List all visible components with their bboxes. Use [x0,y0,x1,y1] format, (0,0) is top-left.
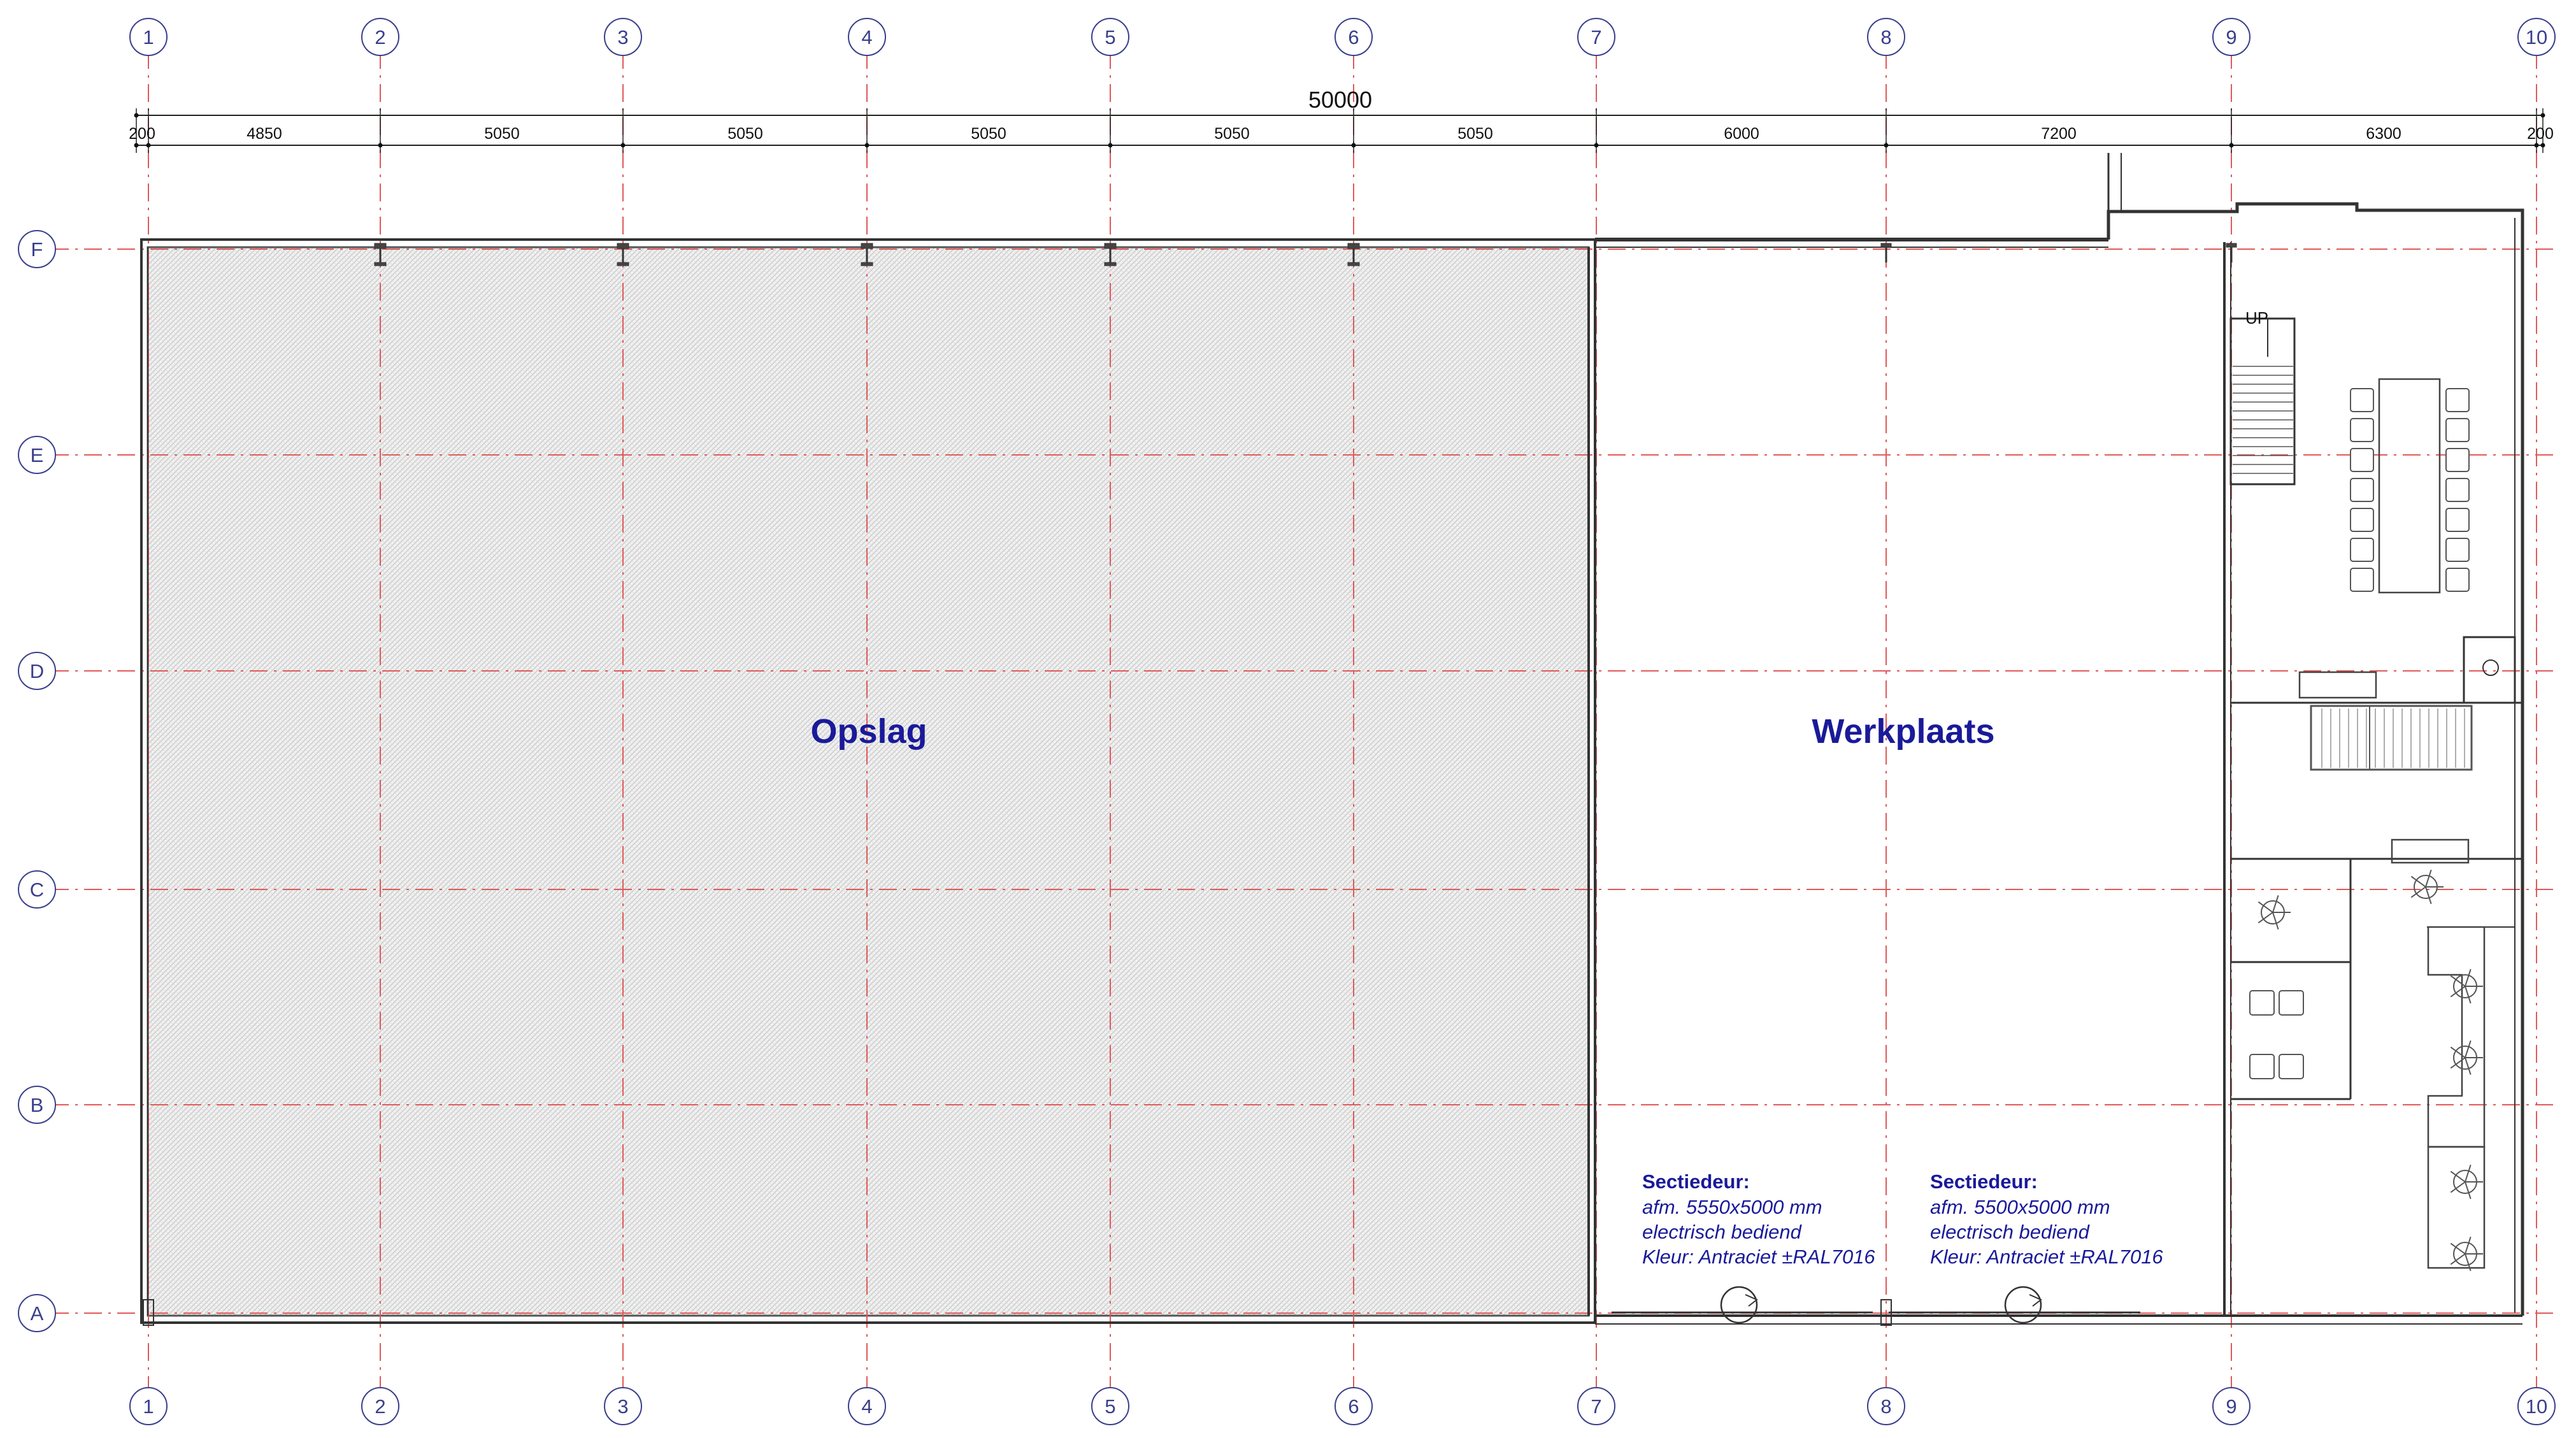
dimension-segment-label: 200 [129,125,155,143]
dimension-segment-label: 6300 [2366,125,2401,143]
grid-bubble-row-label: F [31,238,43,261]
stair-lower [2310,705,2473,771]
grid-bubble-col-label: 10 [2526,1395,2547,1418]
grid-bubble-col-label: 5 [1105,1395,1115,1418]
svg-text:Kleur: Antraciet ±RAL7016: Kleur: Antraciet ±RAL7016 [1642,1246,1875,1268]
grid-bubble-col-label: 3 [617,26,628,48]
grid-bubble-row-label: D [30,660,44,682]
dimension-segment-label: 5050 [1214,125,1250,143]
grid-bubble-row-label: C [30,879,44,901]
grid-bubble-col [129,1387,168,1425]
grid-bubble-row [18,1294,56,1332]
svg-text:afm. 5550x5000 mm: afm. 5550x5000 mm [1642,1196,1822,1218]
dimension-segment-label: 4850 [247,125,282,143]
grid-bubble-col [1335,18,1373,56]
grid-bubble-col-label: 9 [2226,26,2236,48]
grid-bubble-col-label: 6 [1348,1395,1359,1418]
stair-up-label: UP [2245,308,2268,327]
grid-bubble-col-label: 8 [1880,1395,1891,1418]
dimension-segment-label: 7200 [2041,125,2077,143]
grid-bubbles: 1 1 2 2 3 3 4 4 5 5 6 6 7 7 8 8 9 9 10 10 F E D C B A [18,18,2556,1425]
grid-bubble-col [361,18,399,56]
grid-bubble-row-label: E [31,444,44,466]
svg-text:Sectiedeur:: Sectiedeur: [1930,1170,2038,1193]
grid-bubble-col [1091,18,1129,56]
grid-bubble-col-label: 2 [375,26,385,48]
building-walls [140,153,2524,1325]
dimension-segment-label: 6000 [1724,125,1759,143]
grid-bubble-col [848,1387,886,1425]
grid-bubble-col-label: 4 [861,26,872,48]
room-label-opslag: Opslag [810,712,927,751]
grid-bubble-col-label: 2 [375,1395,385,1418]
grid-bubble-row [18,1086,56,1124]
dimension-segment-label: 5050 [727,125,763,143]
grid-bubble-row [18,870,56,909]
dimension-chain: 50000 [134,87,2545,153]
grid-bubble-col-label: 7 [1591,1395,1601,1418]
dimension-segment-label: 5050 [971,125,1006,143]
grid-bubble-col [1867,18,1905,56]
dimension-segment-label: 5050 [484,125,520,143]
dimension-labels: 200 4850 5050 5050 5050 5050 5050 6000 7200 6300 2… [129,125,2554,143]
grid-bubble-col-label: 4 [861,1395,872,1418]
chairs [2249,388,2470,1079]
sectional-doors [1612,1286,2140,1324]
storage-floor-hatch [147,246,1590,1317]
structural-columns [143,243,2237,1326]
door-note-2: Sectiedeur: afm. 5500x5000 mm electrisch… [1930,1170,2163,1268]
meeting-table [2378,378,2441,594]
grid-bubble-col [1577,1387,1615,1425]
grid-bubble-col [1577,18,1615,56]
svg-text:electrisch bediend: electrisch bediend [1642,1221,1803,1243]
grid-bubble-col-label: 9 [2226,1395,2236,1418]
door-note-1: Sectiedeur: afm. 5550x5000 mm electrisch… [1642,1170,1875,1268]
grid-bubble-col [361,1387,399,1425]
grid-bubble-row [18,230,56,268]
stair-up [2233,366,2293,474]
grid-bubble-col-label: 5 [1105,26,1115,48]
grid-bubble-col-label: 8 [1880,26,1891,48]
grid-bubble-col [604,18,642,56]
grid-bubble-col-label: 6 [1348,26,1359,48]
svg-text:Sectiedeur:: Sectiedeur: [1642,1170,1750,1193]
svg-text:afm. 5500x5000 mm: afm. 5500x5000 mm [1930,1196,2110,1218]
office-chairs [2258,870,2483,1271]
dimension-segment-label: 200 [2527,125,2554,143]
grid-bubble-col [1335,1387,1373,1425]
grid-bubble-row [18,652,56,690]
grid-bubble-col-label: 3 [617,1395,628,1418]
grid-bubble-col-label: 10 [2526,26,2547,48]
office-desks [2298,671,2486,1269]
grid-bubble-row [18,436,56,474]
grid-bubble-col [1867,1387,1905,1425]
grid-bubble-col [604,1387,642,1425]
grid-bubble-col [2517,1387,2556,1425]
grid-bubble-col [129,18,168,56]
total-dimension: 50000 [1308,87,1372,113]
grid-bubble-col-label: 1 [143,1395,154,1418]
grid-bubble-col [2212,18,2250,56]
svg-text:electrisch bediend: electrisch bediend [1930,1221,2091,1243]
grid-bubble-col-label: 7 [1591,26,1601,48]
dimension-segment-label: 5050 [1457,125,1493,143]
grid-bubble-col [1091,1387,1129,1425]
grid-bubble-col-label: 1 [143,26,154,48]
stair-lower-treads [2321,708,2465,768]
grid-bubble-row-label: A [31,1302,44,1325]
grid-bubble-col [848,18,886,56]
grid-bubble-row-label: B [31,1094,44,1116]
room-label-werkplaats: Werkplaats [1812,712,1994,751]
grid-bubble-col [2517,18,2556,56]
svg-text:Kleur: Antraciet ±RAL7016: Kleur: Antraciet ±RAL7016 [1930,1246,2163,1268]
grid-bubble-col [2212,1387,2250,1425]
